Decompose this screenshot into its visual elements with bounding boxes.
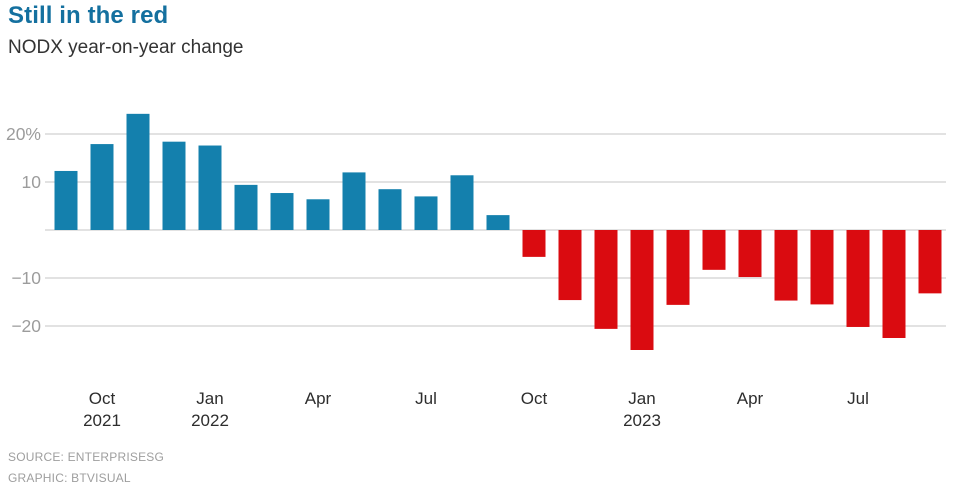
bar-feb-2023 <box>666 230 690 305</box>
bar-mar-2023 <box>702 230 726 270</box>
bar-dec-2022 <box>594 230 618 329</box>
bar-sep-2023 <box>918 230 942 294</box>
bar-jun-2023 <box>810 230 834 305</box>
bar-mar-2022 <box>270 193 294 230</box>
bar-oct-2022 <box>522 230 546 257</box>
bar-aug-2022 <box>450 175 474 230</box>
bar-dec-2021 <box>162 141 186 230</box>
bar-jan-2022 <box>198 145 222 230</box>
bar-nov-2021 <box>126 113 150 230</box>
x-axis-tick-month-10: Jul <box>415 389 437 408</box>
source-credit: SOURCE: ENTERPRISESG <box>8 450 165 464</box>
y-axis-tick-10: 10 <box>22 172 42 192</box>
bar-may-2022 <box>342 172 366 230</box>
bar-sep-2022 <box>486 215 510 230</box>
y-axis-tick-20: 20% <box>6 124 41 144</box>
chart-title: Still in the red <box>8 2 169 29</box>
y-axis-tick--20: −20 <box>11 316 41 336</box>
x-axis-tick-month-13: Oct <box>521 389 548 408</box>
bar-may-2023 <box>774 230 798 301</box>
x-axis-tick-month-1: Oct <box>89 389 116 408</box>
chart-subtitle: NODX year-on-year change <box>8 37 244 58</box>
bar-jan-2023 <box>630 230 654 350</box>
bar-apr-2022 <box>306 199 330 230</box>
bar-nov-2022 <box>558 230 582 301</box>
graphic-credit: GRAPHIC: BTVISUAL <box>8 471 131 485</box>
bar-sep-2021 <box>54 170 78 230</box>
bar-aug-2023 <box>882 230 906 338</box>
bar-jun-2022 <box>378 189 402 230</box>
x-axis-tick-month-7: Apr <box>305 389 332 408</box>
x-axis-tick-month-4: Jan <box>196 389 223 408</box>
x-axis-tick-month-16: Jan <box>628 389 655 408</box>
bar-jul-2022 <box>414 196 438 230</box>
bar-apr-2023 <box>738 230 762 278</box>
y-axis-tick--10: −10 <box>11 268 41 288</box>
credits: SOURCE: ENTERPRISESG GRAPHIC: BTVISUAL <box>8 447 164 489</box>
x-axis-tick-year-4: 2022 <box>191 411 229 430</box>
bar-feb-2022 <box>234 184 258 230</box>
x-axis-tick-month-22: Jul <box>847 389 869 408</box>
bar-jul-2023 <box>846 230 870 327</box>
x-axis-tick-month-19: Apr <box>737 389 764 408</box>
x-axis-tick-year-16: 2023 <box>623 411 661 430</box>
bar-oct-2021 <box>90 144 114 230</box>
x-axis-tick-year-1: 2021 <box>83 411 121 430</box>
